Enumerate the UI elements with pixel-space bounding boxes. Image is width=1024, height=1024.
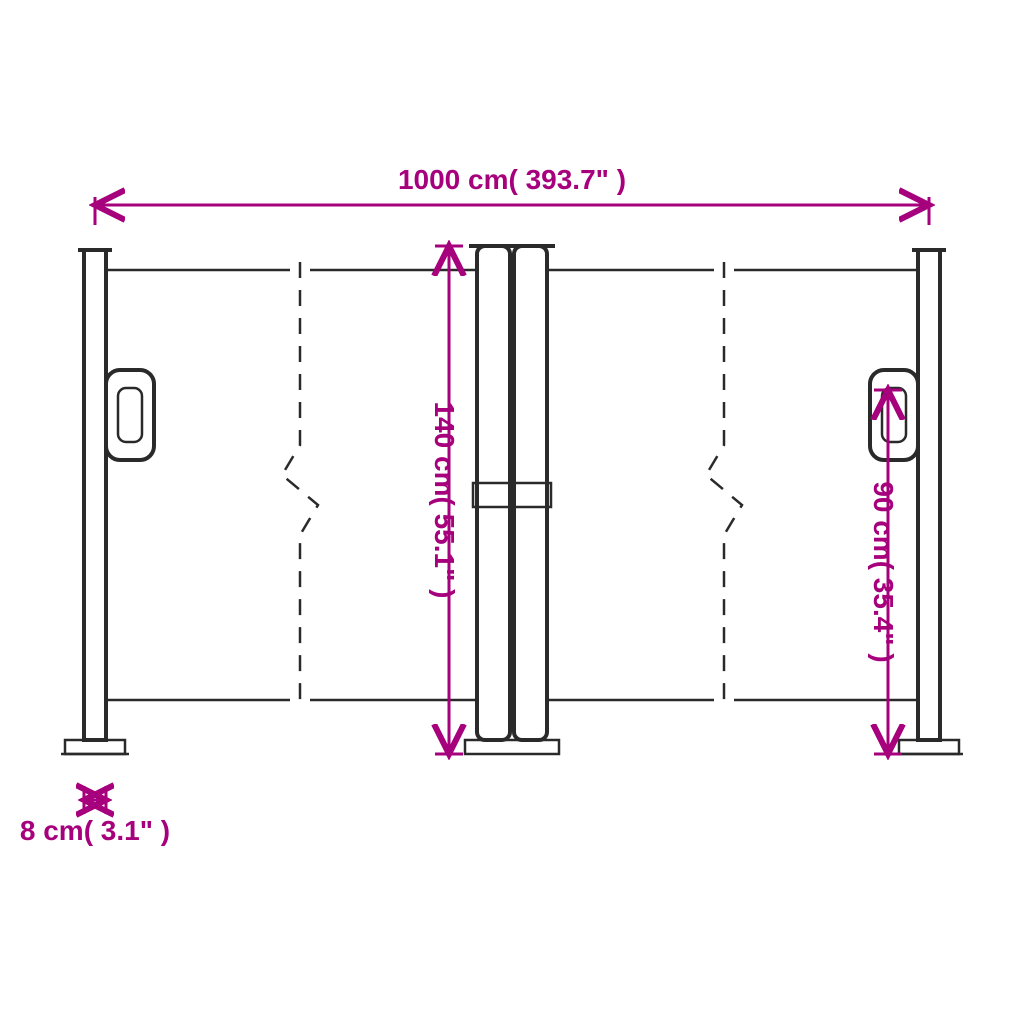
dimension-diagram: 1000 cm( 393.7" ) 140 cm( 55.1" ) 90 cm( 3… bbox=[0, 0, 1024, 1024]
dim-width: 1000 cm( 393.7" ) bbox=[95, 164, 929, 225]
break-line bbox=[282, 262, 318, 708]
dim-post-height-label: 90 cm( 35.4" ) bbox=[868, 481, 899, 662]
dim-post-width-label: 8 cm( 3.1" ) bbox=[20, 815, 170, 846]
end-post bbox=[61, 250, 154, 754]
dim-width-label: 1000 cm( 393.7" ) bbox=[398, 164, 626, 195]
break-line bbox=[706, 262, 742, 708]
pull-handle bbox=[870, 370, 918, 460]
dim-height: 140 cm( 55.1" ) bbox=[429, 246, 463, 754]
dim-height-label: 140 cm( 55.1" ) bbox=[429, 402, 460, 599]
dim-post-width: 8 cm( 3.1" ) bbox=[20, 786, 170, 846]
center-cassette bbox=[465, 246, 559, 754]
pull-handle bbox=[106, 370, 154, 460]
